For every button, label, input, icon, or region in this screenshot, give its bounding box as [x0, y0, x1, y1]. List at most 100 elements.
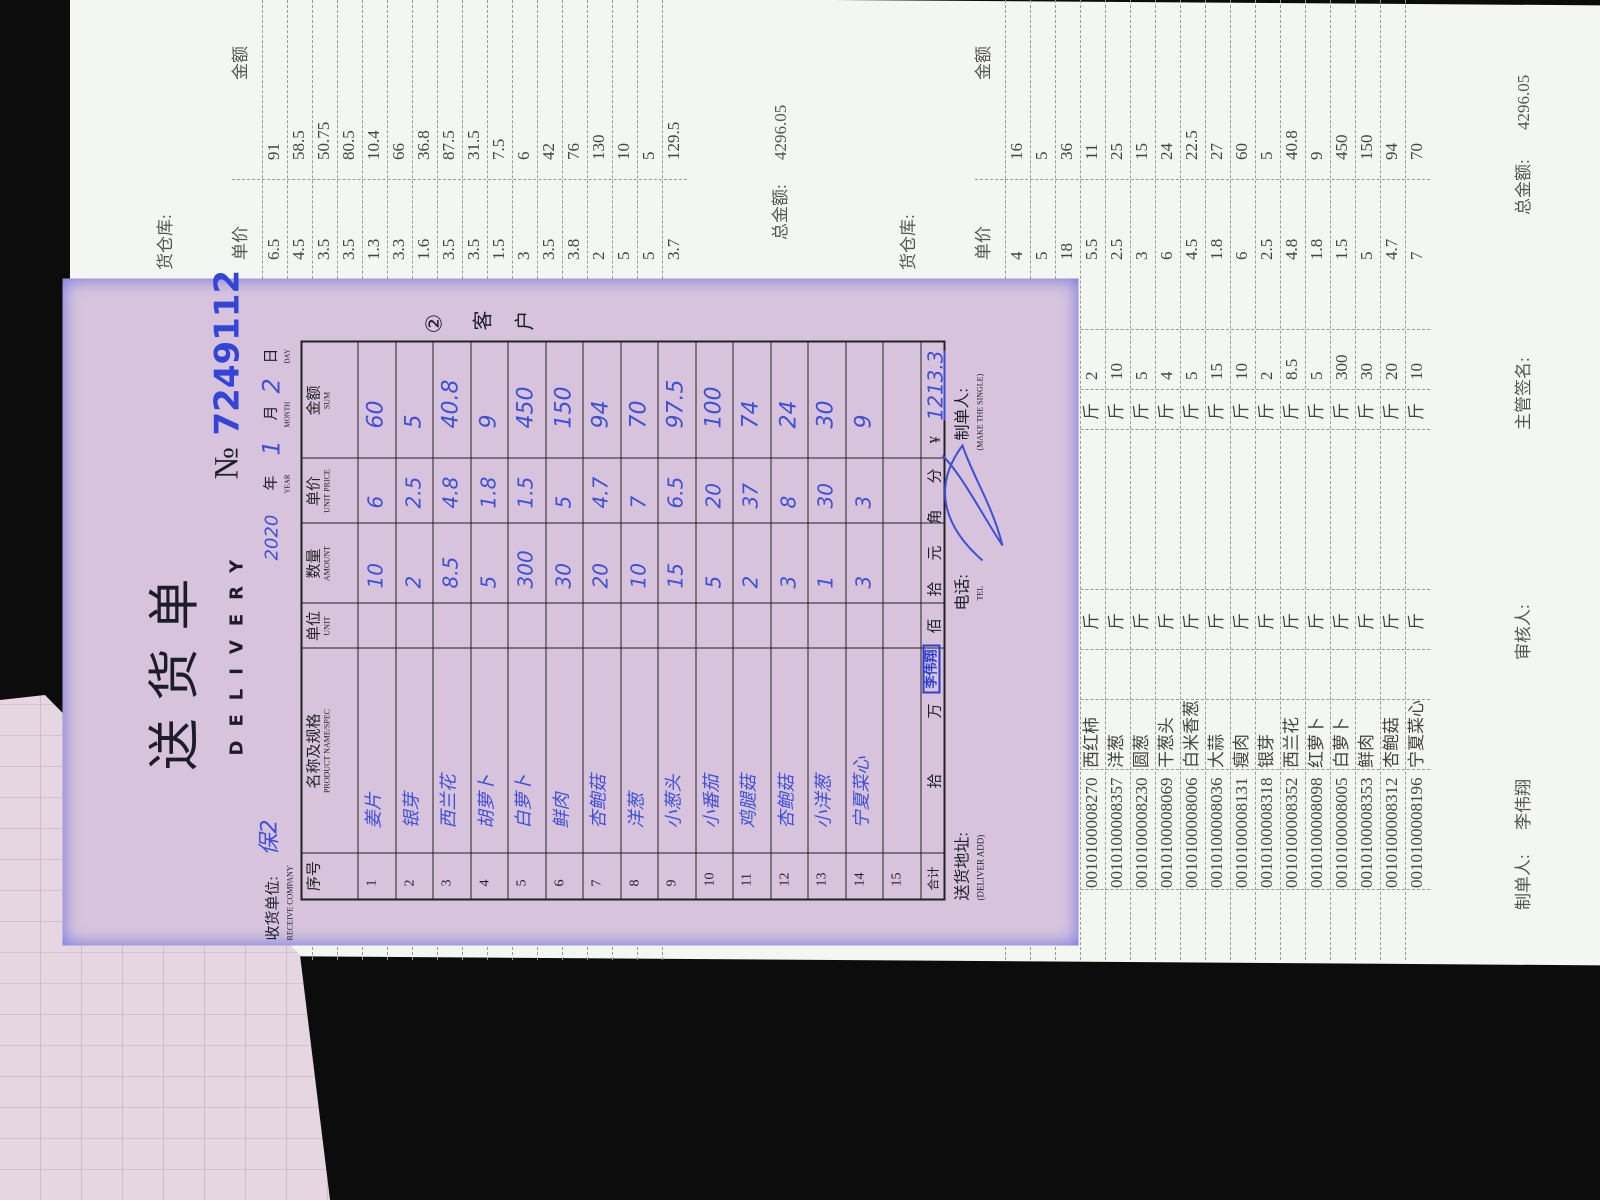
table-row: 9 小葱头 15 6.5 97.5 [657, 342, 696, 899]
price-header: 单价 [231, 226, 250, 260]
cell-price: 5 [1357, 251, 1376, 261]
cell-qty: 15 [1207, 363, 1226, 380]
table-row: 4 胡萝卜 5 1.8 9 [470, 342, 509, 899]
cell-price: 3 [851, 495, 875, 509]
cell-amount: 11 [1082, 143, 1101, 160]
header-unit: 单位 UNIT [307, 604, 332, 649]
header-sum-label: 金额 [306, 385, 323, 416]
cell-code: 0010100008357 [1107, 777, 1126, 889]
cell-qty: 3 [851, 575, 875, 589]
cell-unit: 斤 [1257, 613, 1276, 630]
cell-unit2: 斤 [1232, 403, 1251, 420]
cell-code: 0010100008005 [1332, 777, 1351, 889]
cell-price: 6 [1232, 251, 1251, 261]
cell-unit: 斤 [1407, 613, 1426, 630]
total-unit-label: 拾 [927, 581, 943, 597]
cell-unit2: 斤 [1357, 403, 1376, 420]
total-value: 1213.3 [923, 350, 947, 421]
cell-sum: 40.8 [438, 379, 464, 429]
supervisor-label: 主管签名: [1514, 357, 1533, 430]
cell-code: 0010100008036 [1207, 777, 1226, 889]
tel-label-en: TEL [975, 585, 985, 601]
cell-qty: 10 [1407, 363, 1426, 380]
cell-name: 洋葱 [1107, 734, 1126, 768]
cell-amount: 91 [264, 143, 283, 160]
day-label-en: DAY [283, 348, 292, 364]
cell-name: 鸡腿菇 [738, 774, 760, 829]
cell-unit2: 斤 [1182, 403, 1201, 420]
tel-label: 电话: [954, 574, 972, 611]
cell-price: 3.5 [539, 238, 558, 260]
cell-no: 3 [439, 879, 455, 887]
cell-price: 1.8 [476, 476, 500, 509]
header-seq: 序号 [307, 859, 324, 894]
cell-price: 2.5 [401, 476, 425, 509]
total-value: 4296.05 [1514, 74, 1533, 130]
cell-amount: 10.4 [364, 130, 383, 160]
header-sum-en: SUM [322, 391, 331, 410]
cell-name: 西红柿 [1082, 717, 1101, 768]
cell-price: 1.8 [1307, 238, 1326, 260]
cell-price: 5 [639, 251, 658, 261]
cell-no: 12 [777, 872, 792, 887]
cell-unit: 斤 [1107, 613, 1126, 630]
form-title: 送货单 [147, 560, 205, 771]
copy-label-2: 户 [514, 310, 537, 331]
cell-amount: 42 [539, 143, 558, 160]
cell-qty: 300 [513, 550, 538, 589]
cell-unit2: 斤 [1332, 403, 1351, 420]
cell-price: 3.5 [464, 238, 483, 260]
cell-price: 18 [1057, 243, 1076, 260]
cell-code: 0010100008196 [1407, 777, 1426, 889]
table-row: 3 西兰花 8.5 4.8 40.8 [432, 342, 471, 899]
table-row: 0010100008196 宁夏菜心斤斤 10 7 70 [1405, 0, 1431, 960]
form-number: 7249112 [207, 269, 248, 436]
cell-price: 2 [589, 251, 608, 261]
cell-sum: 24 [776, 400, 801, 429]
cell-price: 30 [813, 483, 838, 509]
header-price-label: 单价 [306, 476, 323, 507]
total-value: 4296.05 [771, 104, 790, 160]
cell-code: 0010100008069 [1157, 777, 1176, 889]
cell-name: 小洋葱 [813, 774, 835, 829]
address-label-en: (DELIVER ADD) [975, 834, 986, 901]
header-unit-label: 单位 [306, 611, 323, 642]
cell-code: 0010100008312 [1382, 777, 1401, 889]
table-row: 0010100008352 西兰花斤斤 8.5 4.8 40.8 [1280, 0, 1306, 960]
cell-no: 15 [889, 872, 905, 887]
amount-header: 金额 [974, 46, 993, 80]
cell-price: 8 [776, 495, 800, 509]
cell-unit: 斤 [1082, 613, 1101, 630]
cell-sum: 60 [363, 400, 389, 429]
total-unit-label: 拾 [927, 773, 943, 789]
cell-name: 杏鲍菇 [588, 774, 610, 829]
delivery-form: 送货单 DELIVERY № 7249112 收货单位: RECEIVE COM… [62, 270, 1079, 946]
cell-qty: 4 [1157, 371, 1176, 381]
cell-price: 37 [738, 483, 763, 509]
cell-price: 3 [514, 251, 533, 261]
table-row: 11 鸡腿菇 2 37 74 [732, 342, 771, 899]
cell-amount: 130 [589, 134, 608, 161]
price-header: 单价 [974, 226, 993, 260]
cell-name: 红萝卜 [1307, 717, 1326, 768]
cell-name: 白萝卜 [513, 774, 535, 829]
cell-sum: 97.5 [663, 379, 689, 429]
maker-name: 李伟翔 [1514, 779, 1533, 830]
amount-header: 金额 [231, 46, 250, 80]
cell-amount: 76 [564, 143, 583, 160]
month-label-en: MONTH [283, 401, 292, 428]
cell-no: 13 [814, 872, 830, 887]
cell-name: 西兰花 [438, 774, 460, 829]
cell-unit2: 斤 [1107, 403, 1126, 420]
cell-code: 0010100008006 [1182, 777, 1201, 889]
cell-price: 2.5 [1257, 238, 1276, 260]
table-row: 15 [882, 342, 921, 899]
table-row: 0010100008098 红萝卜斤斤 5 1.8 9 [1305, 0, 1331, 960]
cell-price: 7 [626, 495, 650, 509]
table-row: 0010100008318 银芽斤斤 2 2.5 5 [1255, 0, 1281, 960]
cell-unit: 斤 [1332, 613, 1351, 630]
cell-amount: 9 [1307, 151, 1326, 161]
cell-amount: 10 [614, 143, 633, 160]
cell-name: 西兰花 [1282, 717, 1301, 768]
header-unit-en: UNIT [322, 616, 331, 636]
